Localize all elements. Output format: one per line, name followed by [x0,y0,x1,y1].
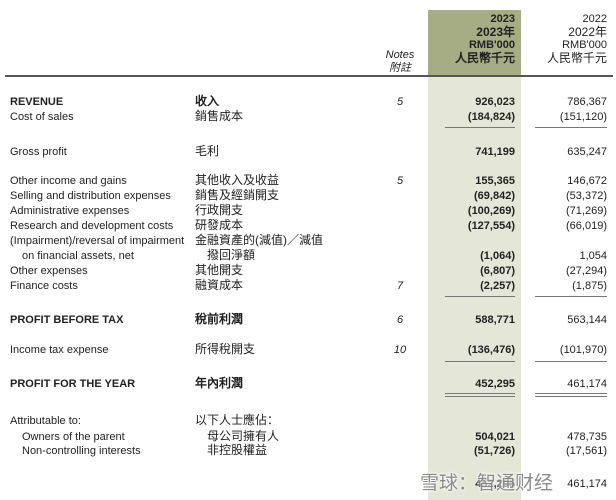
value-2022: (27,294) [566,265,607,277]
value-2023: 452,295 [475,478,515,490]
value-2022: (17,561) [566,445,607,457]
value-2023: (69,842) [474,190,515,202]
highlight-column [428,76,521,500]
value-2022: (1,875) [572,280,607,292]
row-label-zh: 行政開支 [195,203,244,217]
row-label: Other income and gains [10,175,127,187]
col-2022-header: 人民幣千元 [546,51,607,65]
value-2022: (101,970) [559,344,607,356]
col-2023-header: 2023 [490,13,515,25]
row-label: Other expenses [10,265,88,277]
note-ref: 7 [396,280,404,292]
value-2022: (151,120) [559,111,607,123]
row-label: PROFIT BEFORE TAX [10,314,124,326]
note-ref: 6 [396,314,404,326]
notes-header: Notes [385,49,415,61]
col-2022-header: RMB'000 [562,39,607,51]
row-label: Research and development costs [10,220,174,232]
value-2022: 461,174 [567,378,607,390]
header-rule [5,75,613,77]
row-label-zh: 其他開支 [195,263,244,277]
value-2022: (71,269) [566,205,607,217]
row-label: Owners of the parent [22,431,125,443]
row-label-zh: 以下人士應佔： [195,413,280,427]
subtotal-rule [535,393,607,394]
subtotal-rule [445,396,515,397]
value-2023: 588,771 [475,314,515,326]
row-label-zh: 所得稅開支 [195,342,256,356]
row-label-zh: 稅前利潤 [195,312,244,326]
value-2023: 155,365 [475,175,515,187]
note-ref: 5 [396,175,404,187]
value-2023: 504,021 [475,431,515,443]
row-label: (Impairment)/reversal of impairment [10,235,185,247]
row-label: Administrative expenses [10,205,130,217]
value-2023: (127,554) [467,220,515,232]
subtotal-rule [445,393,515,394]
value-2023: (6,807) [480,265,515,277]
row-label-zh: 撥回淨額 [207,248,256,262]
highlight-header [428,10,521,76]
row-label: Finance costs [10,280,78,292]
subtotal-rule [535,396,607,397]
row-label: Non-controlling interests [22,445,141,457]
subtotal-rule [535,296,607,297]
subtotal-rule [535,127,607,128]
row-label-zh: 毛利 [195,144,220,158]
row-label-zh: 其他收入及收益 [195,173,280,187]
row-label-zh: 融資成本 [195,278,244,292]
row-label-zh: 研發成本 [195,218,244,232]
row-label-zh: 銷售成本 [195,109,244,123]
row-label: Attributable to: [10,415,81,427]
row-label: Cost of sales [10,111,74,123]
row-label-zh: 收入 [195,94,220,108]
note-ref: 5 [396,96,404,108]
value-2023: (2,257) [480,280,515,292]
value-2023: (51,726) [474,445,515,457]
value-2022: (66,019) [566,220,607,232]
subtotal-rule [445,296,515,297]
row-label: Selling and distribution expenses [10,190,171,202]
watermark: 雪球：智通财经 [420,473,554,494]
value-2023: (1,064) [480,250,515,262]
value-2022: 1,054 [579,250,607,262]
value-2023: 926,023 [475,96,515,108]
value-2022: 461,174 [567,478,607,490]
value-2022: 478,735 [567,431,607,443]
row-label: Income tax expense [10,344,109,356]
row-label-zh: 非控股權益 [207,443,268,457]
col-2022-header: 2022年 [568,25,607,39]
value-2022: 786,367 [567,96,607,108]
row-label-zh: 年內利潤 [195,376,244,390]
subtotal-rule [535,361,607,362]
value-2023: 452,295 [475,378,515,390]
col-2023-header: 人民幣千元 [454,51,515,65]
col-2022-header: 2022 [582,13,607,25]
row-label: PROFIT FOR THE YEAR [10,378,136,390]
value-2023: (184,824) [467,111,515,123]
row-label: on financial assets, net [22,250,134,262]
value-2022: 563,144 [567,314,607,326]
value-2023: (100,269) [467,205,515,217]
value-2023: 741,199 [475,146,515,158]
value-2022: 146,672 [567,175,607,187]
value-2023: (136,476) [467,344,515,356]
col-2023-header: 2023年 [476,25,515,39]
row-label: REVENUE [10,96,64,108]
row-label: Gross profit [10,146,67,158]
value-2022: (53,372) [566,190,607,202]
subtotal-rule [445,361,515,362]
note-ref: 10 [393,344,407,356]
value-2022: 635,247 [567,146,607,158]
row-label-zh: 母公司擁有人 [207,429,280,443]
row-label-zh: 金融資產的(減值)／減值 [195,233,323,247]
col-2023-header: RMB'000 [468,39,515,51]
subtotal-rule [445,127,515,128]
notes-header: 附註 [389,62,411,74]
row-label-zh: 銷售及經銷開支 [195,188,280,202]
